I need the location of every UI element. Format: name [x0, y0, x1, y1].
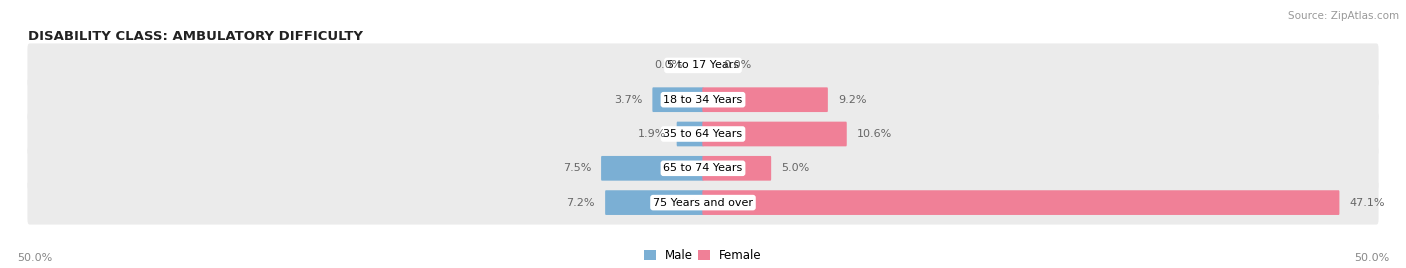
FancyBboxPatch shape: [676, 122, 703, 146]
FancyBboxPatch shape: [605, 190, 703, 215]
Text: 0.0%: 0.0%: [723, 60, 751, 70]
Text: 7.2%: 7.2%: [567, 198, 595, 208]
Text: 10.6%: 10.6%: [856, 129, 893, 139]
Text: 7.5%: 7.5%: [562, 163, 591, 173]
Text: 3.7%: 3.7%: [614, 95, 643, 105]
Text: 9.2%: 9.2%: [838, 95, 866, 105]
Text: 0.0%: 0.0%: [655, 60, 683, 70]
FancyBboxPatch shape: [703, 190, 1340, 215]
Text: 5.0%: 5.0%: [782, 163, 810, 173]
FancyBboxPatch shape: [28, 181, 1378, 225]
Text: DISABILITY CLASS: AMBULATORY DIFFICULTY: DISABILITY CLASS: AMBULATORY DIFFICULTY: [28, 30, 363, 43]
FancyBboxPatch shape: [28, 78, 1378, 122]
Text: 5 to 17 Years: 5 to 17 Years: [666, 60, 740, 70]
FancyBboxPatch shape: [703, 87, 828, 112]
FancyBboxPatch shape: [28, 43, 1378, 87]
FancyBboxPatch shape: [28, 112, 1378, 156]
FancyBboxPatch shape: [703, 156, 770, 181]
FancyBboxPatch shape: [28, 146, 1378, 190]
FancyBboxPatch shape: [703, 122, 846, 146]
Text: 50.0%: 50.0%: [17, 253, 52, 263]
Text: Source: ZipAtlas.com: Source: ZipAtlas.com: [1288, 11, 1399, 21]
Text: 65 to 74 Years: 65 to 74 Years: [664, 163, 742, 173]
Text: 47.1%: 47.1%: [1350, 198, 1385, 208]
FancyBboxPatch shape: [652, 87, 703, 112]
Text: 1.9%: 1.9%: [638, 129, 666, 139]
Text: 50.0%: 50.0%: [1354, 253, 1389, 263]
Legend: Male, Female: Male, Female: [644, 249, 762, 262]
FancyBboxPatch shape: [602, 156, 703, 181]
Text: 75 Years and over: 75 Years and over: [652, 198, 754, 208]
Text: 35 to 64 Years: 35 to 64 Years: [664, 129, 742, 139]
Text: 18 to 34 Years: 18 to 34 Years: [664, 95, 742, 105]
